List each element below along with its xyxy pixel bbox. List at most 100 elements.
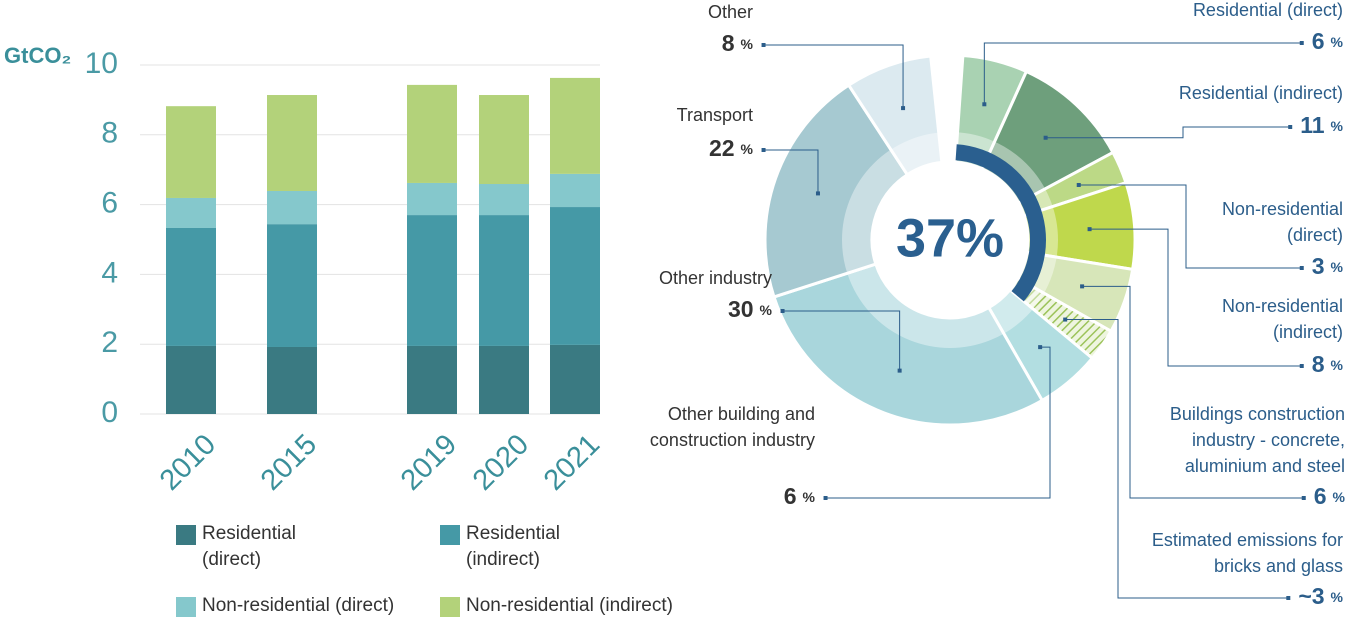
segment-label: Other	[707, 2, 753, 22]
legend-swatch	[440, 525, 460, 545]
leader-line	[1045, 126, 1291, 139]
unit-label: %	[760, 302, 773, 318]
leader-dot	[1299, 266, 1304, 270]
leader-line	[1089, 228, 1302, 367]
legend-label: Residential (indirect)	[466, 523, 560, 570]
y-axis-label: GtCO₂	[4, 43, 71, 68]
segment-label: Transport	[676, 105, 753, 125]
legend-label: Non-residential (direct)	[202, 595, 395, 616]
unit-label: %	[1331, 357, 1344, 373]
bar-segment	[166, 197, 216, 228]
unit-label: %	[1331, 589, 1344, 605]
leader-line	[1065, 319, 1289, 599]
segment-value: ~3%	[1298, 583, 1343, 609]
bar-segment	[550, 344, 600, 414]
donut-segment	[846, 54, 944, 177]
value-label: 3	[1312, 253, 1325, 279]
leader-dot	[1076, 182, 1081, 187]
leader-dot	[1301, 496, 1306, 500]
bar-segment	[407, 215, 457, 346]
value-label: 6	[1312, 28, 1325, 54]
x-tick-label: 2019	[395, 428, 463, 496]
y-tick-label: 8	[101, 117, 118, 150]
segment-value: 8%	[722, 30, 754, 56]
segment-label: Residential (indirect)	[1178, 83, 1343, 103]
segment-value: 22%	[709, 135, 754, 161]
leader-line	[1082, 285, 1304, 499]
bar-segment	[267, 95, 317, 191]
x-tick-label: 2020	[467, 428, 535, 496]
bar-segment	[550, 207, 600, 345]
segment-label: Non-residential (direct)	[1221, 199, 1343, 245]
leader-dot	[780, 309, 785, 313]
value-label: 22	[709, 135, 735, 161]
y-tick-label: 4	[101, 256, 118, 289]
unit-label: %	[803, 489, 816, 505]
bar-segment	[479, 95, 529, 185]
y-tick-label: 10	[85, 47, 118, 80]
leader-dot	[1286, 596, 1291, 600]
leader-dot	[815, 191, 820, 196]
legend-label: Non-residential (indirect)	[466, 595, 673, 616]
segment-label: Non-residential (indirect)	[1221, 296, 1343, 342]
bar-segment	[479, 215, 529, 346]
segment-label: Other building and construction industry	[649, 404, 815, 450]
bar-segment	[166, 106, 216, 198]
bar-segment	[267, 224, 317, 347]
x-tick-label: 2015	[255, 428, 323, 496]
segment-value: 11%	[1300, 112, 1343, 138]
bar-segment	[479, 184, 529, 216]
unit-label: %	[1333, 489, 1346, 505]
center-label: 37%	[896, 208, 1004, 268]
legend-label: Residential (direct)	[202, 523, 296, 570]
bar-segment	[407, 182, 457, 216]
x-tick-label: 2010	[154, 428, 222, 496]
value-label: 6	[1314, 483, 1327, 509]
value-label: 8	[1312, 351, 1325, 377]
segment-value: 30%	[728, 296, 773, 322]
leader-dot	[1043, 135, 1048, 140]
donut-segment	[772, 262, 1045, 427]
leader-dot	[1080, 284, 1085, 289]
segment-label: Estimated emissions for bricks and glass	[1151, 530, 1343, 576]
unit-label: %	[1331, 118, 1344, 134]
leader-dot	[1038, 345, 1043, 350]
leader-dot	[761, 148, 766, 152]
bar-segment	[550, 77, 600, 174]
bar-segment	[166, 345, 216, 414]
value-label: 11	[1300, 112, 1325, 138]
donut-segment	[763, 83, 910, 299]
value-label: 6	[784, 483, 797, 509]
unit-label: %	[741, 36, 754, 52]
segment-value: 8%	[1312, 351, 1344, 377]
leader-dot	[1299, 364, 1304, 368]
leader-dot	[1288, 125, 1293, 129]
unit-label: %	[1331, 34, 1344, 50]
leader-dot	[901, 106, 906, 111]
x-tick-label: 2021	[538, 428, 606, 496]
leader-line	[825, 346, 1051, 499]
leader-dot	[982, 102, 987, 107]
bar-segment	[267, 346, 317, 414]
legend-swatch	[176, 525, 196, 545]
y-tick-label: 0	[101, 396, 118, 429]
value-label: 30	[728, 296, 754, 322]
segment-label: Other industry	[658, 268, 772, 288]
highlight-arc	[955, 144, 1046, 302]
leader-line	[782, 310, 901, 371]
value-label: ~3	[1298, 583, 1324, 609]
segment-value: 3%	[1312, 253, 1344, 279]
unit-label: %	[1331, 259, 1344, 275]
leader-dot	[897, 368, 902, 373]
bar-segment	[407, 84, 457, 183]
y-tick-label: 2	[101, 326, 118, 359]
leader-dot	[761, 43, 766, 47]
leader-line	[763, 44, 904, 109]
leader-line	[1078, 184, 1302, 269]
y-tick-label: 6	[101, 187, 118, 220]
bar-segment	[267, 190, 317, 225]
segment-value: 6%	[1312, 28, 1344, 54]
bar-segment	[479, 345, 529, 414]
